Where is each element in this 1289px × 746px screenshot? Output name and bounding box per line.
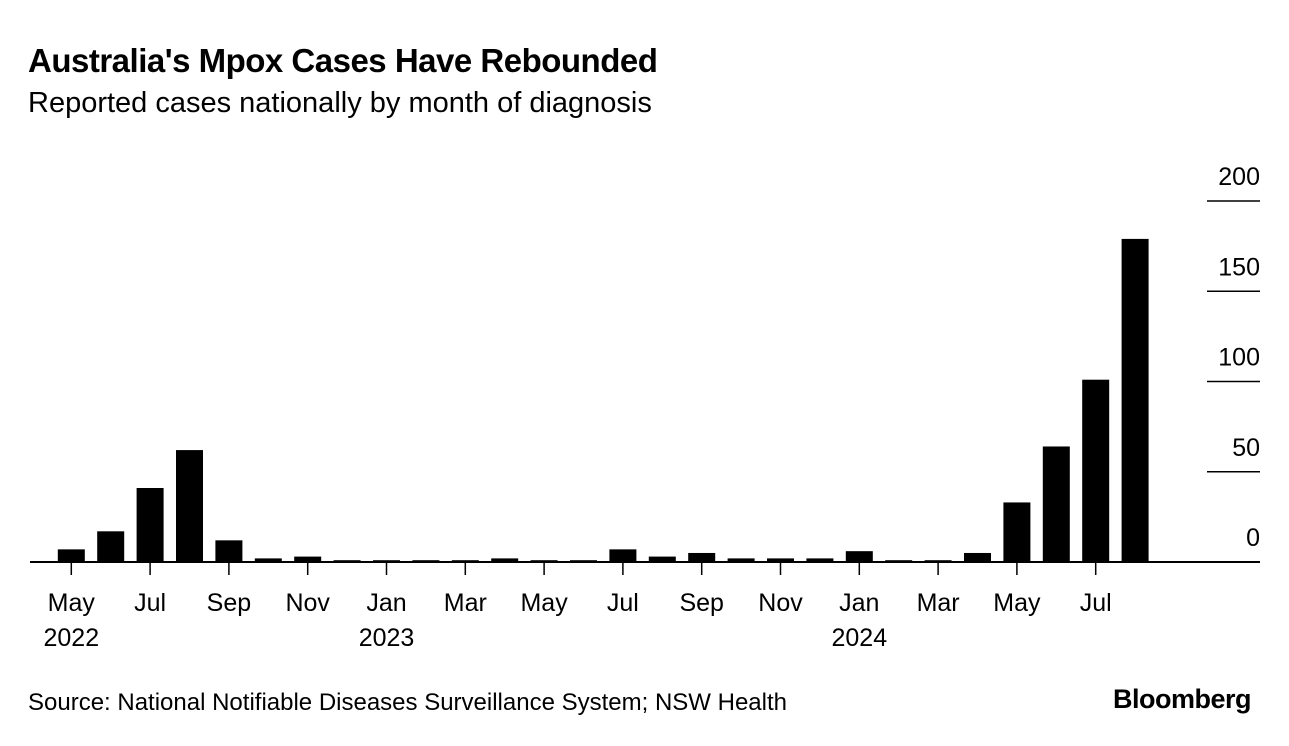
- x-tick-label: Sep: [679, 589, 723, 617]
- x-tick-label: Jul: [607, 589, 639, 617]
- x-tick-label: Mar: [917, 589, 960, 617]
- x-tick-label: Jul: [1080, 589, 1112, 617]
- x-tick-label: Nov: [285, 589, 330, 617]
- bar: [964, 552, 991, 562]
- chart-subtitle: Reported cases nationally by month of di…: [28, 87, 652, 119]
- bars: [57, 238, 1149, 562]
- bar: [806, 558, 834, 562]
- bar: [845, 551, 873, 562]
- bar: [136, 487, 164, 562]
- bar: [254, 558, 282, 562]
- bar: [727, 558, 755, 562]
- y-tick-label: 100: [1218, 344, 1260, 372]
- y-tick-label: 150: [1218, 253, 1260, 281]
- bar: [215, 540, 243, 562]
- bar: [57, 549, 85, 562]
- x-tick-label: Jul: [134, 589, 166, 617]
- bar: [1082, 379, 1110, 562]
- bloomberg-logo: Bloomberg: [1112, 684, 1252, 714]
- bar: [491, 558, 519, 562]
- chart-title: Australia's Mpox Cases Have Rebounded: [28, 42, 658, 79]
- x-year-label: 2023: [359, 624, 415, 652]
- bar: [767, 558, 794, 562]
- bar: [294, 556, 322, 562]
- x-tick-label: May: [993, 589, 1041, 617]
- x-tick-label: Jan: [366, 589, 406, 617]
- x-tick-label: Nov: [758, 589, 803, 617]
- y-tick-label: 200: [1218, 163, 1260, 191]
- bar: [97, 531, 125, 562]
- y-axis: 0 50 100 150 200: [1207, 163, 1260, 552]
- bar: [176, 450, 203, 562]
- bar: [648, 556, 676, 562]
- x-tick-label: May: [520, 589, 568, 617]
- bar: [609, 549, 637, 562]
- source-note: Source: National Notifiable Diseases Sur…: [28, 689, 787, 716]
- bar: [1003, 502, 1031, 562]
- x-axis: May 2022 Jul Sep Nov Jan 2023 Mar May Jul Sep Nov Ja…: [43, 562, 1112, 652]
- x-year-label: 2022: [43, 624, 99, 652]
- y-tick-label: 0: [1246, 524, 1260, 552]
- bar: [1121, 238, 1149, 562]
- x-tick-label: Mar: [444, 589, 487, 617]
- bar: [688, 552, 716, 562]
- x-tick-label: Sep: [207, 589, 251, 617]
- x-year-label: 2024: [831, 624, 887, 652]
- bar: [1042, 446, 1070, 562]
- x-tick-label: Jan: [839, 589, 879, 617]
- y-tick-label: 50: [1232, 434, 1260, 462]
- x-tick-label: May: [48, 589, 96, 617]
